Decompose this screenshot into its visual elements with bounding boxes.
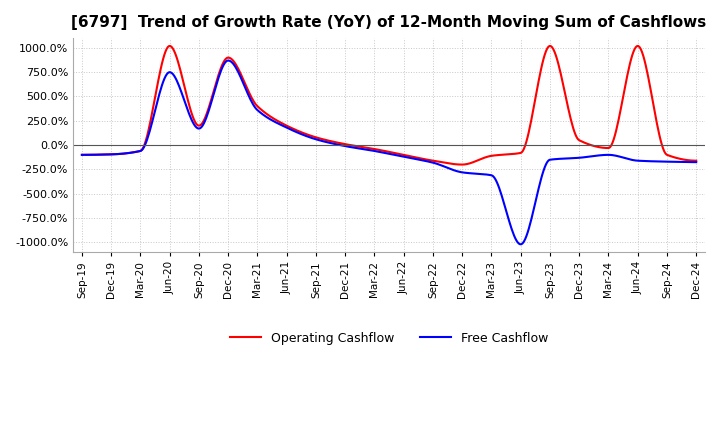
- Free Cashflow: [371, 148, 379, 154]
- Operating Cashflow: [680, 157, 688, 162]
- Legend: Operating Cashflow, Free Cashflow: Operating Cashflow, Free Cashflow: [225, 327, 553, 350]
- Operating Cashflow: [373, 147, 382, 152]
- Line: Operating Cashflow: Operating Cashflow: [82, 46, 696, 165]
- Operating Cashflow: [584, 141, 593, 147]
- Free Cashflow: [374, 149, 383, 154]
- Line: Free Cashflow: Free Cashflow: [82, 60, 696, 244]
- Title: [6797]  Trend of Growth Rate (YoY) of 12-Month Moving Sum of Cashflows: [6797] Trend of Growth Rate (YoY) of 12-…: [71, 15, 707, 30]
- Operating Cashflow: [410, 154, 418, 160]
- Free Cashflow: [692, 160, 701, 165]
- Free Cashflow: [411, 156, 420, 161]
- Operating Cashflow: [458, 162, 467, 167]
- Operating Cashflow: [444, 161, 452, 166]
- Free Cashflow: [78, 152, 86, 158]
- Operating Cashflow: [78, 152, 86, 158]
- Operating Cashflow: [545, 43, 554, 48]
- Operating Cashflow: [369, 146, 378, 151]
- Operating Cashflow: [692, 158, 701, 163]
- Free Cashflow: [680, 159, 688, 165]
- Free Cashflow: [516, 242, 524, 247]
- Free Cashflow: [584, 154, 593, 159]
- Free Cashflow: [444, 166, 453, 171]
- Free Cashflow: [224, 58, 233, 63]
